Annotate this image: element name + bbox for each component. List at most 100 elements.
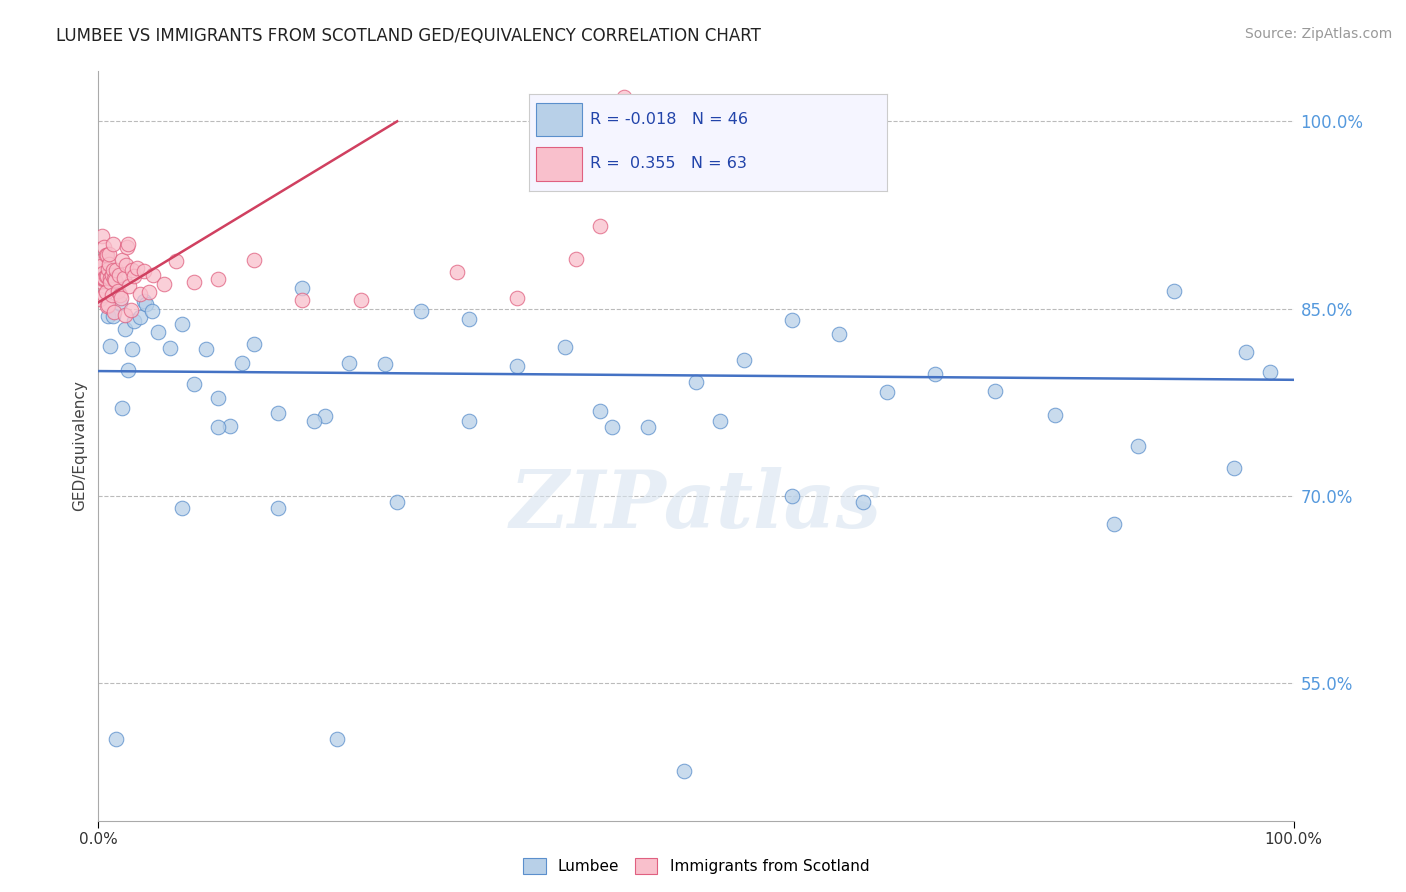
Point: [114, 309, 136, 323]
Point: [129, 286, 152, 301]
Point: [93, 271, 115, 285]
Text: LUMBEE VS IMMIGRANTS FROM SCOTLAND GED/EQUIVALENCY CORRELATION CHART: LUMBEE VS IMMIGRANTS FROM SCOTLAND GED/E…: [56, 27, 761, 45]
Point: [589, 219, 612, 234]
Point: [1223, 461, 1246, 475]
Point: [984, 384, 1007, 399]
Point: [326, 732, 349, 747]
Point: [350, 293, 373, 307]
Point: [91, 276, 114, 290]
Point: [291, 281, 314, 295]
Point: [685, 375, 707, 389]
Point: [93, 239, 115, 253]
Point: [91, 272, 114, 286]
Point: [589, 404, 612, 418]
Point: [339, 356, 361, 370]
Point: [110, 291, 132, 305]
Point: [96, 247, 118, 261]
Point: [637, 419, 659, 434]
Point: [91, 229, 114, 244]
Point: [195, 342, 218, 356]
Point: [506, 359, 529, 374]
Point: [120, 302, 142, 317]
Point: [458, 312, 481, 326]
Point: [1234, 345, 1257, 359]
Point: [105, 262, 128, 277]
Point: [385, 495, 409, 509]
Point: [374, 358, 396, 372]
Point: [446, 264, 468, 278]
Point: [1128, 439, 1150, 453]
Point: [876, 384, 898, 399]
Point: [207, 271, 229, 285]
Point: [1043, 409, 1066, 423]
Point: [1163, 285, 1185, 299]
Point: [602, 420, 624, 434]
Point: [97, 309, 120, 323]
Point: [267, 406, 290, 420]
Point: [121, 263, 143, 277]
Point: [165, 254, 187, 268]
Y-axis label: GED/Equivalency: GED/Equivalency: [72, 381, 87, 511]
Point: [101, 309, 124, 323]
Point: [613, 90, 636, 104]
Point: [108, 295, 131, 310]
Point: [132, 264, 155, 278]
Point: [117, 236, 139, 251]
Point: [115, 240, 138, 254]
Point: [105, 732, 128, 747]
Point: [132, 293, 155, 308]
Point: [107, 268, 129, 282]
Point: [105, 276, 128, 290]
Point: [111, 401, 134, 415]
Point: [101, 262, 124, 277]
Point: [98, 257, 121, 271]
Point: [94, 285, 117, 299]
Point: [100, 288, 122, 302]
Point: [91, 270, 114, 285]
Point: [125, 261, 148, 276]
Point: [103, 304, 125, 318]
Text: Source: ZipAtlas.com: Source: ZipAtlas.com: [1244, 27, 1392, 41]
Point: [124, 269, 146, 284]
Point: [90, 254, 112, 268]
Point: [302, 414, 325, 428]
Point: [602, 148, 624, 162]
Point: [129, 310, 152, 324]
Point: [780, 313, 803, 327]
Point: [159, 341, 181, 355]
Point: [207, 391, 229, 405]
Point: [183, 275, 205, 289]
Point: [411, 303, 433, 318]
Point: [112, 270, 135, 285]
Point: [98, 276, 122, 290]
Point: [94, 268, 117, 283]
Point: [852, 495, 875, 509]
Point: [138, 285, 160, 299]
Point: [506, 291, 529, 305]
Point: [733, 353, 755, 368]
Point: [153, 277, 176, 291]
Point: [91, 267, 114, 281]
Point: [172, 318, 194, 332]
Point: [115, 258, 138, 272]
Point: [96, 268, 118, 283]
Point: [243, 253, 266, 268]
Point: [231, 356, 253, 370]
Point: [108, 288, 131, 302]
Point: [111, 252, 134, 267]
Point: [709, 414, 731, 428]
Point: [458, 414, 481, 428]
Point: [554, 340, 576, 354]
Point: [135, 296, 157, 310]
Point: [243, 337, 266, 351]
Point: [118, 279, 141, 293]
Point: [98, 247, 121, 261]
Point: [828, 326, 851, 341]
Point: [97, 262, 120, 277]
Point: [117, 362, 139, 376]
Point: [89, 293, 111, 307]
Legend: Lumbee, Immigrants from Scotland: Lumbee, Immigrants from Scotland: [516, 852, 876, 880]
Point: [93, 288, 115, 302]
Point: [207, 420, 229, 434]
Point: [219, 418, 242, 433]
